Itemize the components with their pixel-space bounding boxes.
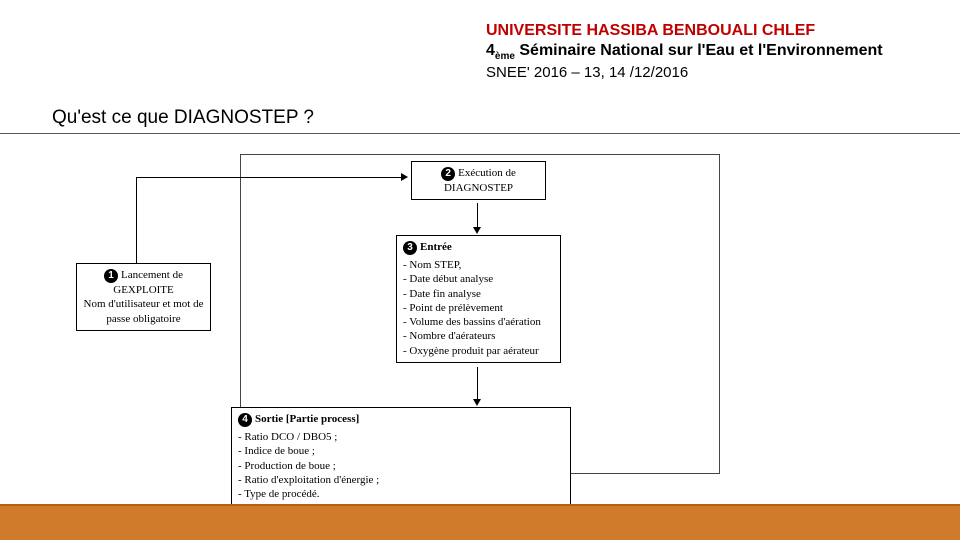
arrow-3-to-4-v [477, 367, 478, 400]
arrow-1-to-2-v [136, 177, 137, 263]
arrow-2-to-3-head [473, 227, 481, 234]
seminar-ord-prefix: 4 [486, 42, 495, 59]
arrow-1-to-2-head [401, 173, 408, 181]
node-4-list: Ratio DCO / DBO5 ; Indice de boue ; Prod… [238, 430, 564, 501]
node-1-number-icon: 1 [104, 269, 118, 283]
list-item: Ratio d'exploitation d'énergie ; [238, 473, 564, 487]
node-1-title: Lancement de GEXPLOITE [113, 269, 183, 296]
node-3-title-row: 3Entrée [403, 240, 554, 255]
node-4-title: Sortie [Partie process] [255, 413, 359, 425]
list-item: Volume des bassins d'aération [403, 315, 554, 329]
node-2-number-icon: 2 [441, 167, 455, 181]
node-2-title: Exécution de DIAGNOSTEP [444, 167, 516, 194]
footer-inner [0, 504, 960, 540]
university-name: UNIVERSITE HASSIBA BENBOUALI CHLEF [486, 22, 926, 40]
list-item: Type de procédé. [238, 487, 564, 501]
node-3-number-icon: 3 [403, 241, 417, 255]
node-output: 4Sortie [Partie process] Ratio DCO / DBO… [231, 407, 571, 506]
list-item: Ratio DCO / DBO5 ; [238, 430, 564, 444]
node-1-subtitle: Nom d'utilisateur et mot de passe obliga… [83, 297, 204, 326]
title-underline [0, 133, 960, 134]
slide: UNIVERSITE HASSIBA BENBOUALI CHLEF 4ème … [0, 0, 960, 540]
list-item: Oxygène produit par aérateur [403, 344, 554, 358]
seminar-rest: Séminaire National sur l'Eau et l'Enviro… [515, 42, 883, 59]
node-2-title-row: 2Exécution de DIAGNOSTEP [418, 166, 539, 195]
node-3-title: Entrée [420, 241, 452, 253]
arrow-1-to-2-h [136, 177, 401, 178]
list-item: Nom STEP, [403, 258, 554, 272]
slide-header: UNIVERSITE HASSIBA BENBOUALI CHLEF 4ème … [486, 22, 926, 81]
node-4-number-icon: 4 [238, 413, 252, 427]
arrow-3-to-4-head [473, 399, 481, 406]
seminar-title: 4ème Séminaire National sur l'Eau et l'E… [486, 42, 926, 62]
flow-diagram: 1Lancement de GEXPLOITE Nom d'utilisateu… [240, 154, 720, 474]
node-input: 3Entrée Nom STEP, Date début analyse Dat… [396, 235, 561, 363]
node-execute: 2Exécution de DIAGNOSTEP [411, 161, 546, 200]
list-item: Nombre d'aérateurs [403, 329, 554, 343]
seminar-ord-sub: ème [495, 51, 515, 62]
node-3-list: Nom STEP, Date début analyse Date fin an… [403, 258, 554, 358]
arrow-2-to-3-v [477, 203, 478, 228]
node-1-title-row: 1Lancement de GEXPLOITE [83, 268, 204, 297]
list-item: Date fin analyse [403, 287, 554, 301]
list-item: Production de boue ; [238, 459, 564, 473]
footer-bar [0, 504, 960, 540]
seminar-date: SNEE' 2016 – 13, 14 /12/2016 [486, 64, 926, 81]
page-title: Qu'est ce que DIAGNOSTEP ? [52, 107, 314, 129]
list-item: Point de prélèvement [403, 301, 554, 315]
node-4-title-row: 4Sortie [Partie process] [238, 412, 564, 427]
list-item: Indice de boue ; [238, 444, 564, 458]
list-item: Date début analyse [403, 272, 554, 286]
node-launch: 1Lancement de GEXPLOITE Nom d'utilisateu… [76, 263, 211, 331]
